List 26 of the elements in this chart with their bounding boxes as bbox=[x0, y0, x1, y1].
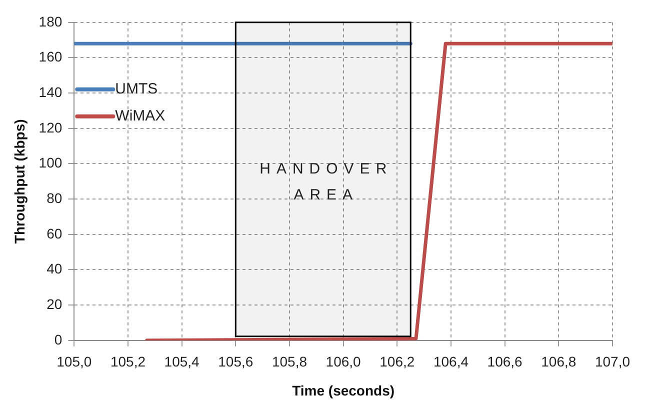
x-tick-label: 106,4 bbox=[433, 354, 469, 370]
legend-label: WiMAX bbox=[115, 108, 166, 125]
y-tick-label: 40 bbox=[46, 260, 62, 277]
x-tick-label: 105,8 bbox=[272, 354, 308, 370]
y-tick-label: 140 bbox=[38, 84, 62, 100]
x-tick-label: 105,2 bbox=[110, 354, 146, 370]
y-tick-label: 120 bbox=[38, 119, 62, 136]
x-tick-label: 105,4 bbox=[164, 354, 200, 370]
x-tick-label: 106,2 bbox=[380, 354, 415, 370]
legend-label: UMTS bbox=[115, 80, 158, 98]
y-tick-label: 0 bbox=[54, 331, 62, 348]
y-axis-title: Throughput (kbps) bbox=[11, 119, 28, 244]
y-tick-label: 180 bbox=[38, 13, 62, 30]
x-tick-label: 107,0 bbox=[594, 354, 630, 370]
x-axis-title: Time (seconds) bbox=[292, 382, 395, 398]
y-tick-label: 20 bbox=[46, 296, 62, 312]
band-label: HANDOVER AREA bbox=[260, 160, 393, 204]
y-tick-label: 60 bbox=[46, 225, 62, 242]
y-tick-label: 160 bbox=[38, 48, 62, 65]
x-tick-label: 105,6 bbox=[218, 354, 254, 370]
x-tick-label: 106,8 bbox=[541, 354, 576, 370]
y-tick-label: 100 bbox=[38, 154, 62, 171]
y-tick-label: 80 bbox=[46, 190, 62, 206]
x-tick-label: 106,0 bbox=[326, 354, 362, 370]
x-tick-label: 106,6 bbox=[487, 354, 523, 370]
x-tick-label: 105,0 bbox=[56, 354, 92, 370]
